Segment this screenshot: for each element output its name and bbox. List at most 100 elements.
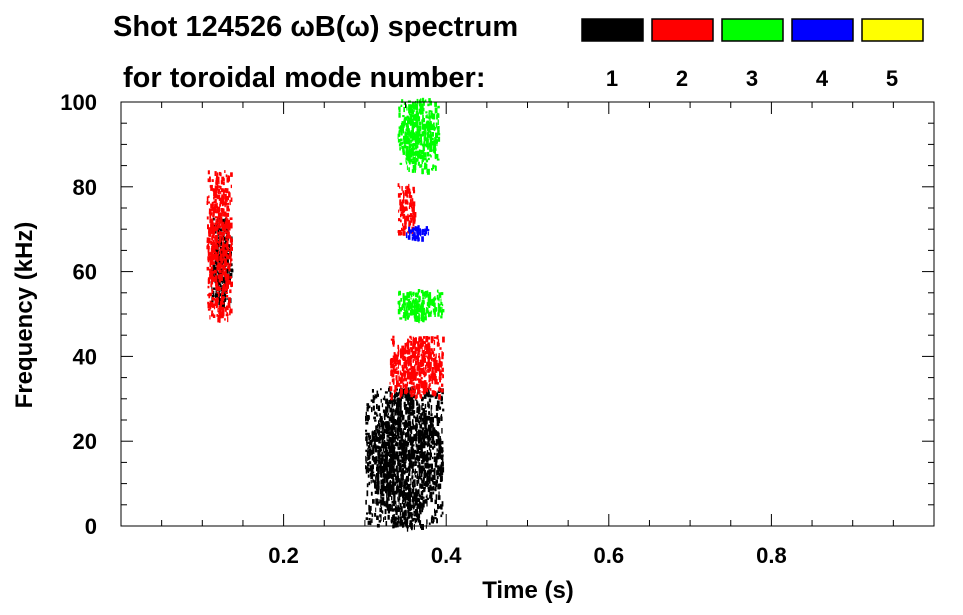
spectrum-point [380,494,382,499]
spectrum-point [371,455,374,461]
spectrum-point [439,476,443,482]
spectrum-point [420,138,422,143]
spectrum-point [417,235,419,238]
spectrum-point [370,443,373,447]
spectrum-point [415,158,418,162]
spectrum-point [365,429,368,432]
spectrum-point [404,138,408,142]
spectrum-point [435,430,438,436]
spectrum-point [390,358,393,362]
spectrum-point [395,370,399,374]
spectrum-point [376,464,379,470]
spectrum-point [219,228,223,232]
spectrum-point [402,414,404,419]
spectrum-point [408,220,412,226]
spectrum-point [385,500,389,506]
spectrum-point [414,164,417,171]
spectrum-point [421,524,424,530]
spectrum-point [409,454,411,458]
spectrum-point [219,302,222,306]
spectrum-point [230,172,233,177]
spectrum-point [410,391,413,398]
spectrum-point [414,457,417,461]
spectrum-point [440,450,443,454]
spectrum-point [411,128,414,133]
spectrum-point [416,506,418,512]
spectrum-point [415,490,419,493]
spectrum-point [427,122,431,128]
spectrum-point [411,350,414,354]
spectrum-point [399,511,402,516]
spectrum-point [216,256,219,263]
spectrum-point [431,394,434,398]
spectrum-point [433,149,435,154]
spectrum-point [227,247,230,251]
spectrum-point [427,116,430,119]
spectrum-point [397,437,399,441]
spectrum-point [372,474,375,477]
spectrum-point [375,459,378,464]
spectrum-point [433,348,436,351]
spectrum-point [412,426,415,430]
spectrum-point [414,160,417,165]
spectrum-point [405,460,407,463]
spectrum-point [403,306,406,311]
spectrum-point [436,382,439,385]
spectrum-point [220,191,222,195]
spectrum-point [398,479,401,485]
spectrum-point [207,303,210,309]
spectrum-point [407,373,409,377]
spectrum-point [409,478,412,481]
spectrum-point [404,136,408,140]
spectrum-point [391,485,394,490]
spectrum-point [395,391,398,397]
spectrum-point [226,258,229,264]
spectrum-point [227,208,230,212]
spectrum-point [226,297,228,300]
spectrum-point [417,351,420,355]
spectrum-point [412,410,416,415]
spectrum-point [423,140,425,146]
spectrum-point [399,350,403,355]
spectrum-point [427,497,429,500]
spectrum-point [373,458,376,463]
spectrum-point [223,261,227,267]
spectrum-point [383,454,385,457]
spectrum-point [210,203,212,209]
spectrum-point [407,360,410,364]
spectrum-point [419,390,421,396]
spectrum-point [394,438,396,442]
spectrum-point [384,429,386,433]
spectrum-point [411,198,414,202]
spectrum-point [411,488,415,494]
spectrum-point [421,338,424,343]
spectrum-point [419,230,422,237]
spectrum-point [433,452,436,456]
spectrum-point [408,359,411,365]
spectrum-point [434,364,437,370]
spectrum-point [393,500,397,505]
spectrum-point [226,305,229,311]
spectrum-point [217,308,219,313]
spectrum-point [415,355,418,359]
spectrum-point [406,453,408,460]
spectrum-point [407,473,411,476]
spectrum-point [386,467,388,470]
spectrum-point [440,388,444,393]
spectrum-point [430,358,433,362]
spectrum-point [230,268,234,273]
spectrum-point [421,422,424,425]
spectrum-point [211,301,214,306]
spectrum-point [222,242,225,249]
spectrum-point [410,143,414,147]
spectrum-point [210,184,213,191]
spectrum-point [428,416,432,421]
spectrum-point [404,497,407,504]
spectrum-point [378,423,381,427]
spectrum-point [418,457,420,464]
spectrum-point [416,450,418,454]
spectrum-point [215,251,218,257]
spectrum-point [210,208,212,214]
legend-swatch [651,18,714,42]
spectrum-point [425,159,429,163]
